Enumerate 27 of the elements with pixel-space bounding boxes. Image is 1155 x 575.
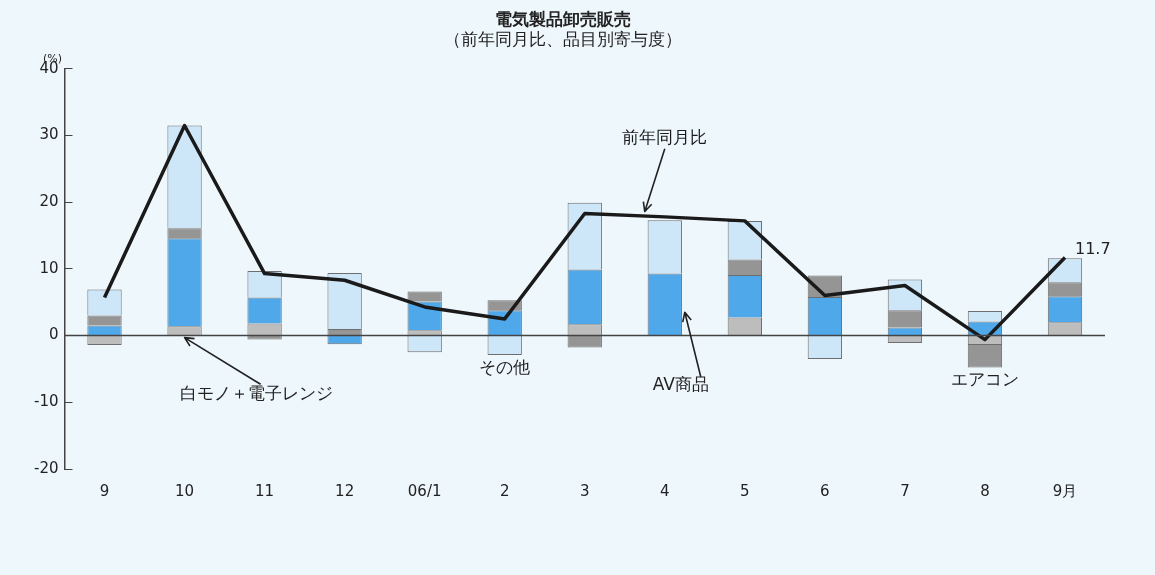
x-tick-label: 6	[820, 481, 830, 500]
x-tick-label: 9	[99, 481, 110, 500]
x-tick-label: 2	[499, 481, 510, 500]
chart-title: 電気製品卸売販売	[494, 8, 631, 29]
x-tick-label: 7	[900, 481, 910, 500]
x-tick-label: 9月	[1052, 481, 1078, 500]
chart-subtitle: （前年同月比、品目別寄与度）	[443, 29, 682, 50]
x-tick-label: 06/1	[407, 481, 442, 500]
x-tick-label: 10	[175, 481, 195, 500]
x-tick-label: 4	[660, 481, 670, 500]
y-tick-label: 20	[39, 192, 59, 211]
y-tick-label: 0	[48, 325, 59, 344]
series-label: その他	[479, 357, 531, 378]
data-label: 11.7	[1074, 238, 1111, 258]
text: 前年同月比	[622, 127, 708, 148]
y-tick-label: 10	[39, 258, 59, 277]
x-tick-label: 5	[740, 481, 750, 500]
y-tick-label: -10	[34, 392, 59, 411]
x-tick-label: 8	[980, 481, 990, 500]
series-label: エアコン	[950, 369, 1019, 390]
y-tick-label: -20	[34, 458, 59, 477]
x-tick-label: 11	[255, 481, 275, 500]
x-tick-label: 12	[335, 481, 355, 500]
text: 白モノ＋電子レンジ	[180, 382, 334, 403]
text: AV商品	[652, 374, 709, 395]
x-tick-label: 3	[579, 481, 590, 500]
y-tick-label: 30	[39, 125, 59, 144]
